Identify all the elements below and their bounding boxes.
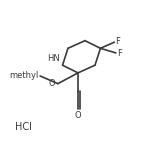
Text: F: F (117, 49, 122, 58)
Text: F: F (115, 37, 120, 46)
Text: O: O (49, 79, 56, 88)
Text: HCl: HCl (15, 122, 32, 132)
Text: HN: HN (47, 54, 60, 63)
Text: O: O (75, 111, 81, 120)
Text: methyl: methyl (9, 71, 39, 80)
